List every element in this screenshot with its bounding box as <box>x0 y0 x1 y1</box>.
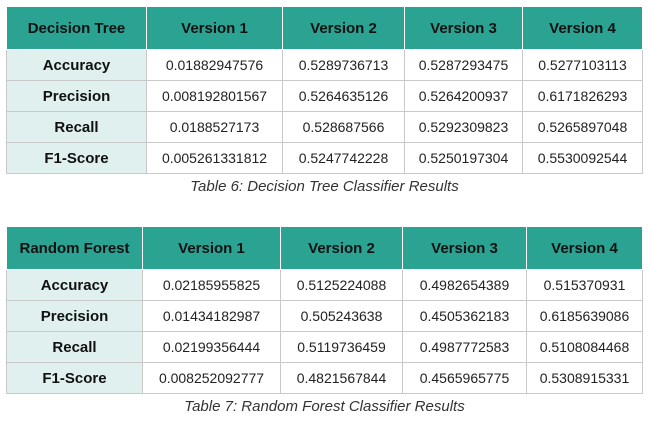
table-cell: 0.01434182987 <box>142 300 281 332</box>
table-cell: 0.5289736713 <box>282 49 405 81</box>
random-forest-results-block: Random Forest Version 1 Version 2 Versio… <box>6 226 643 417</box>
table-cell: 0.4987772583 <box>402 331 527 363</box>
table-cell: 0.5125224088 <box>280 269 403 301</box>
table-header-row: Random Forest Version 1 Version 2 Versio… <box>6 226 643 270</box>
table-cell: 0.4982654389 <box>402 269 527 301</box>
column-header-version-1: Version 1 <box>142 226 281 270</box>
row-header-precision: Precision <box>6 300 143 332</box>
table-row: Recall 0.02199356444 0.5119736459 0.4987… <box>6 331 643 363</box>
table-cell: 0.5277103113 <box>522 49 643 81</box>
column-header-version-4: Version 4 <box>522 6 643 50</box>
column-header-version-3: Version 3 <box>402 226 527 270</box>
table-cell: 0.5119736459 <box>280 331 403 363</box>
table-row: Recall 0.0188527173 0.528687566 0.529230… <box>6 111 643 143</box>
table-cell: 0.5265897048 <box>522 111 643 143</box>
corner-header: Random Forest <box>6 226 143 270</box>
column-header-version-2: Version 2 <box>282 6 405 50</box>
decision-tree-results-table: Decision Tree Version 1 Version 2 Versio… <box>6 6 643 174</box>
column-header-version-2: Version 2 <box>280 226 403 270</box>
table-cell: 0.4821567844 <box>280 362 403 394</box>
table-cell: 0.5308915331 <box>526 362 643 394</box>
table-cell: 0.5530092544 <box>522 142 643 174</box>
row-header-recall: Recall <box>6 111 147 143</box>
table-cell: 0.505243638 <box>280 300 403 332</box>
row-header-precision: Precision <box>6 80 147 112</box>
table-cell: 0.5108084468 <box>526 331 643 363</box>
table-row: F1-Score 0.008252092777 0.4821567844 0.4… <box>6 362 643 394</box>
row-header-recall: Recall <box>6 331 143 363</box>
table-row: F1-Score 0.005261331812 0.5247742228 0.5… <box>6 142 643 174</box>
table-caption: Table 6: Decision Tree Classifier Result… <box>190 178 459 195</box>
corner-header: Decision Tree <box>6 6 147 50</box>
table-row: Precision 0.01434182987 0.505243638 0.45… <box>6 300 643 332</box>
row-header-f1-score: F1-Score <box>6 362 143 394</box>
table-cell: 0.528687566 <box>282 111 405 143</box>
table-row: Accuracy 0.01882947576 0.5289736713 0.52… <box>6 49 643 81</box>
table-cell: 0.5287293475 <box>404 49 523 81</box>
column-header-version-4: Version 4 <box>526 226 643 270</box>
table-cell: 0.6185639086 <box>526 300 643 332</box>
table-cell: 0.515370931 <box>526 269 643 301</box>
column-header-version-3: Version 3 <box>404 6 523 50</box>
table-row: Accuracy 0.02185955825 0.5125224088 0.49… <box>6 269 643 301</box>
table-cell: 0.02185955825 <box>142 269 281 301</box>
table-cell: 0.0188527173 <box>146 111 283 143</box>
table-cell: 0.5292309823 <box>404 111 523 143</box>
table-cell: 0.5264200937 <box>404 80 523 112</box>
table-cell: 0.008252092777 <box>142 362 281 394</box>
table-cell: 0.6171826293 <box>522 80 643 112</box>
row-header-accuracy: Accuracy <box>6 269 143 301</box>
row-header-accuracy: Accuracy <box>6 49 147 81</box>
decision-tree-results-block: Decision Tree Version 1 Version 2 Versio… <box>6 6 643 197</box>
table-row: Precision 0.008192801567 0.5264635126 0.… <box>6 80 643 112</box>
table-cell: 0.005261331812 <box>146 142 283 174</box>
table-cell: 0.4505362183 <box>402 300 527 332</box>
table-cell: 0.5250197304 <box>404 142 523 174</box>
table-caption: Table 7: Random Forest Classifier Result… <box>184 398 465 415</box>
table-cell: 0.5247742228 <box>282 142 405 174</box>
table-cell: 0.5264635126 <box>282 80 405 112</box>
table-cell: 0.4565965775 <box>402 362 527 394</box>
row-header-f1-score: F1-Score <box>6 142 147 174</box>
table-header-row: Decision Tree Version 1 Version 2 Versio… <box>6 6 643 50</box>
table-cell: 0.01882947576 <box>146 49 283 81</box>
table-cell: 0.02199356444 <box>142 331 281 363</box>
column-header-version-1: Version 1 <box>146 6 283 50</box>
table-cell: 0.008192801567 <box>146 80 283 112</box>
random-forest-results-table: Random Forest Version 1 Version 2 Versio… <box>6 226 643 394</box>
